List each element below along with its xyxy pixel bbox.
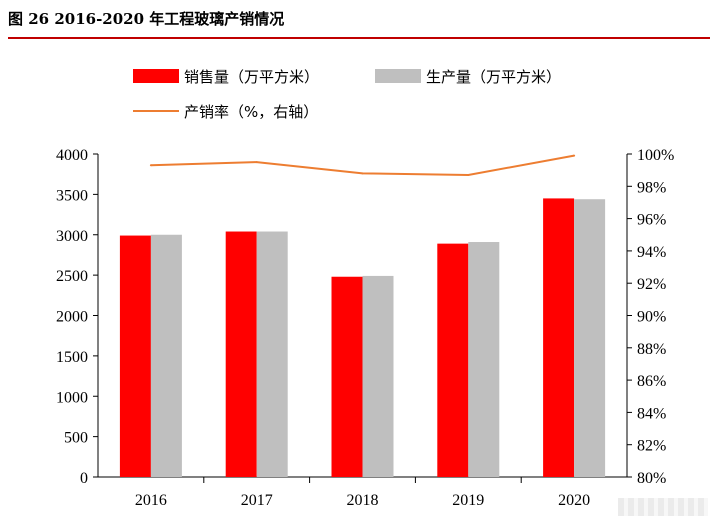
y-right-tick-label: 80% xyxy=(637,470,666,487)
bar-production-2020 xyxy=(574,199,606,477)
y-left-tick-label: 4000 xyxy=(56,147,88,164)
legend-label-production: 生产量（万平方米） xyxy=(426,68,561,86)
bar-sales-2016 xyxy=(119,235,151,477)
y-right-tick-label: 96% xyxy=(637,212,666,229)
x-tick-label: 2019 xyxy=(452,492,484,509)
bar-sales-2017 xyxy=(225,231,257,477)
legend-swatch-production xyxy=(375,69,421,83)
rate-point-2018 xyxy=(361,172,364,175)
watermark xyxy=(618,498,708,516)
rate-point-2020 xyxy=(573,154,576,157)
x-tick-label: 2018 xyxy=(347,492,379,509)
y-right-tick-label: 86% xyxy=(637,373,666,390)
x-tick-label: 2017 xyxy=(241,492,273,509)
y-right-tick-label: 84% xyxy=(637,405,666,422)
rate-point-2019 xyxy=(467,173,470,176)
figure-title: 图 26 2016-2020 年工程玻璃产销情况 xyxy=(8,10,285,28)
y-right-tick-label: 88% xyxy=(637,341,666,358)
y-left-tick-label: 3000 xyxy=(56,228,88,245)
bar-sales-2020 xyxy=(543,198,575,477)
y-left-tick-label: 0 xyxy=(80,470,88,487)
bar-production-2018 xyxy=(362,275,394,477)
x-tick-label: 2020 xyxy=(558,492,590,509)
bar-production-2017 xyxy=(256,231,288,477)
legend-label-rate: 产销率（%，右轴） xyxy=(184,103,318,121)
y-right-tick-label: 98% xyxy=(637,179,666,196)
y-left-tick-label: 3500 xyxy=(56,187,88,204)
y-left-tick-label: 1500 xyxy=(56,349,88,366)
x-tick-label: 2016 xyxy=(135,492,167,509)
bar-sales-2018 xyxy=(331,276,363,477)
rate-line xyxy=(149,154,576,176)
title-rule xyxy=(8,37,710,39)
rate-point-2017 xyxy=(255,161,258,164)
y-left-tick-label: 2000 xyxy=(56,309,88,326)
y-left-tick-label: 500 xyxy=(64,430,88,447)
rate-line-path xyxy=(150,154,575,176)
bar-sales-2019 xyxy=(437,243,469,477)
legend: 销售量（万平方米） 生产量（万平方米） 产销率（%，右轴） xyxy=(133,68,561,121)
y-right-tick-label: 94% xyxy=(637,244,666,261)
y-left-tick-label: 1000 xyxy=(56,389,88,406)
legend-swatch-sales xyxy=(133,69,179,83)
bars xyxy=(119,198,606,477)
bar-production-2016 xyxy=(150,234,182,477)
y-right-tick-label: 92% xyxy=(637,276,666,293)
y-right-tick-label: 82% xyxy=(637,438,666,455)
y-right-tick-label: 100% xyxy=(637,147,674,164)
y-right-tick-label: 90% xyxy=(637,309,666,326)
rate-point-2016 xyxy=(149,164,152,167)
axes: 0 500 1000 1500 2000 2500 3000 3500 4000 80% 82% 84… xyxy=(56,147,674,509)
y-left-tick-label: 2500 xyxy=(56,268,88,285)
legend-label-sales: 销售量（万平方米） xyxy=(184,68,319,86)
bar-production-2019 xyxy=(468,242,500,477)
